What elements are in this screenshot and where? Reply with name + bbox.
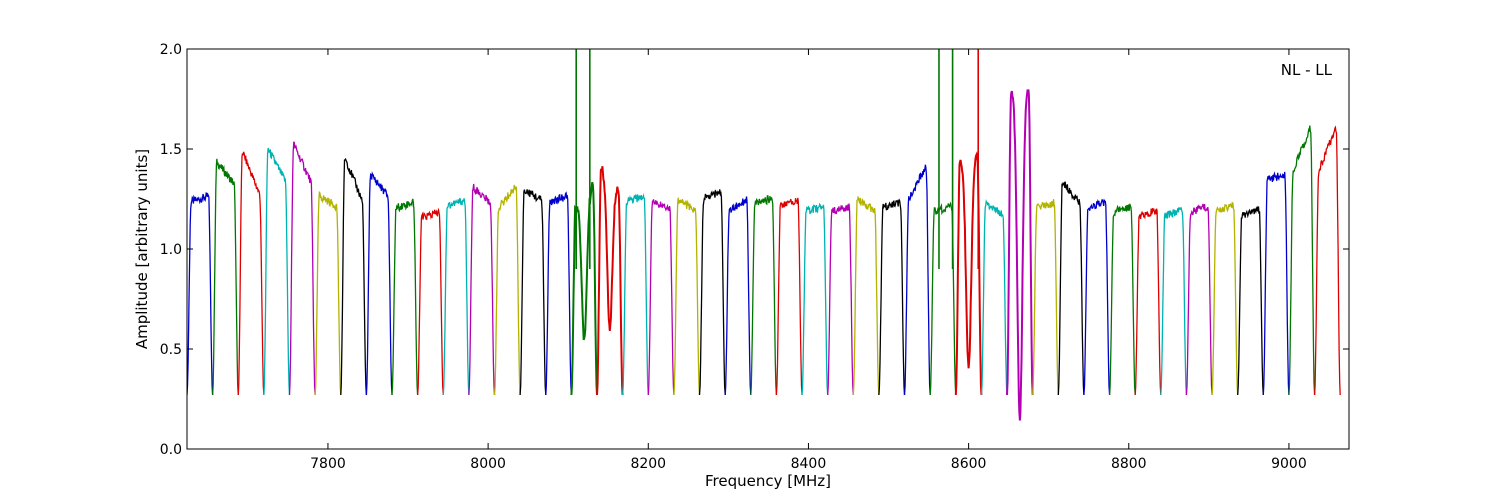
channel-line-21 bbox=[698, 189, 726, 396]
channel-line-39 bbox=[1160, 206, 1188, 396]
channel-line-23 bbox=[750, 195, 778, 396]
channel-line-29 bbox=[903, 164, 931, 396]
channel-line-43 bbox=[1262, 171, 1290, 396]
channel-line-33 bbox=[1006, 88, 1034, 421]
x-tick-label: 8200 bbox=[630, 456, 666, 472]
channel-line-30 bbox=[929, 201, 957, 396]
channel-line-28 bbox=[878, 198, 906, 396]
x-axis: 7800 8000 8200 8400 8600 8800 9000 bbox=[310, 49, 1307, 472]
channel-line-26 bbox=[827, 203, 854, 396]
x-tick-label: 8000 bbox=[470, 456, 506, 472]
channel-line-1 bbox=[187, 191, 214, 396]
channel-line-6 bbox=[314, 190, 342, 396]
channel-line-10 bbox=[416, 207, 444, 396]
channel-line-18 bbox=[621, 193, 649, 396]
channel-line-3 bbox=[237, 151, 265, 396]
channel-line-27 bbox=[852, 195, 880, 396]
series-layer bbox=[187, 49, 1341, 421]
panel-annotation: NL - LL bbox=[1281, 61, 1333, 79]
x-tick-label: 8400 bbox=[791, 456, 827, 472]
y-axis: 0.0 0.5 1.0 1.5 2.0 bbox=[160, 42, 1349, 458]
channel-line-44 bbox=[1288, 125, 1316, 396]
channel-line-11 bbox=[442, 197, 470, 396]
channel-line-45 bbox=[1313, 125, 1341, 396]
channel-line-12 bbox=[468, 183, 496, 396]
channel-line-15 bbox=[545, 191, 573, 396]
channel-line-41 bbox=[1211, 201, 1239, 396]
channel-line-31 bbox=[954, 151, 983, 396]
channel-line-38 bbox=[1134, 207, 1162, 396]
y-axis-label: Amplitude [arbitrary units] bbox=[133, 149, 151, 349]
x-tick-label: 8800 bbox=[1111, 456, 1147, 472]
channel-line-35 bbox=[1057, 181, 1085, 396]
channel-line-19 bbox=[647, 199, 675, 396]
channel-line-32 bbox=[980, 199, 1008, 396]
channel-line-25 bbox=[801, 202, 829, 396]
channel-line-37 bbox=[1108, 203, 1136, 396]
channel-line-40 bbox=[1185, 203, 1213, 396]
channel-line-7 bbox=[340, 157, 368, 396]
channel-line-8 bbox=[365, 171, 393, 396]
y-tick-label: 2.0 bbox=[160, 42, 182, 58]
channel-line-5 bbox=[288, 141, 316, 396]
channel-line-14 bbox=[519, 189, 547, 396]
channel-line-36 bbox=[1083, 198, 1111, 396]
plot-frame bbox=[186, 48, 1350, 450]
channel-line-17 bbox=[596, 166, 624, 396]
y-tick-label: 0.0 bbox=[160, 442, 182, 458]
channel-line-34 bbox=[1032, 199, 1059, 396]
x-tick-label: 7800 bbox=[310, 456, 346, 472]
channel-line-24 bbox=[775, 197, 803, 396]
channel-line-9 bbox=[391, 198, 419, 396]
channel-line-4 bbox=[263, 147, 291, 396]
x-tick-label: 8600 bbox=[951, 456, 987, 472]
channel-line-42 bbox=[1237, 205, 1264, 396]
x-tick-label: 9000 bbox=[1271, 456, 1307, 472]
y-tick-label: 1.5 bbox=[160, 142, 182, 158]
channel-line-2 bbox=[211, 158, 239, 396]
channel-line-20 bbox=[673, 197, 701, 396]
channel-line-13 bbox=[493, 184, 521, 396]
y-tick-label: 0.5 bbox=[160, 342, 182, 358]
channel-line-22 bbox=[724, 196, 752, 396]
y-tick-label: 1.0 bbox=[160, 242, 182, 258]
channel-line-16 bbox=[570, 181, 598, 396]
x-axis-label: Frequency [MHz] bbox=[705, 472, 831, 490]
